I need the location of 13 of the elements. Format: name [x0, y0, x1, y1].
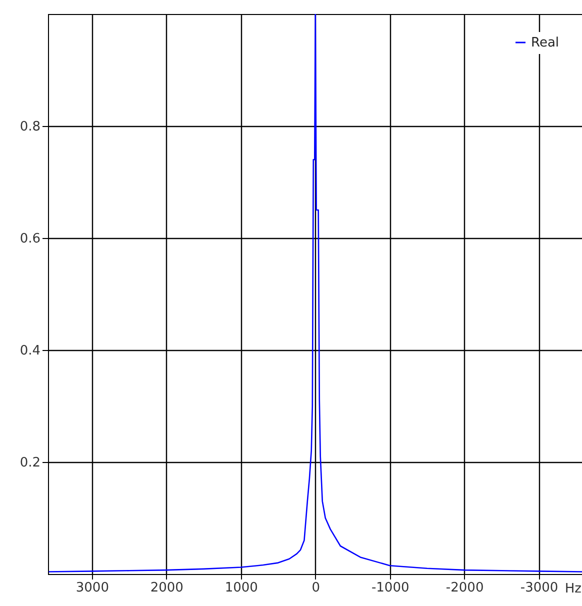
- y-tick-label: 0.6: [20, 232, 40, 246]
- x-tick-label: -3000: [520, 580, 558, 596]
- x-tick-label: 3000: [76, 580, 109, 596]
- x-tick-label: -2000: [446, 580, 484, 596]
- legend-label: Real: [531, 36, 560, 50]
- y-tick-label: 0.4: [20, 344, 40, 358]
- x-tick-label: 0: [312, 580, 320, 596]
- y-tick-label: 0.2: [20, 456, 40, 470]
- x-tick-label: -1000: [371, 580, 410, 596]
- x-tick-label: 2000: [150, 580, 184, 596]
- x-axis-title: Hz: [564, 582, 582, 596]
- x-tick-label: 1000: [224, 580, 258, 596]
- y-tick-label: 0.8: [20, 120, 40, 134]
